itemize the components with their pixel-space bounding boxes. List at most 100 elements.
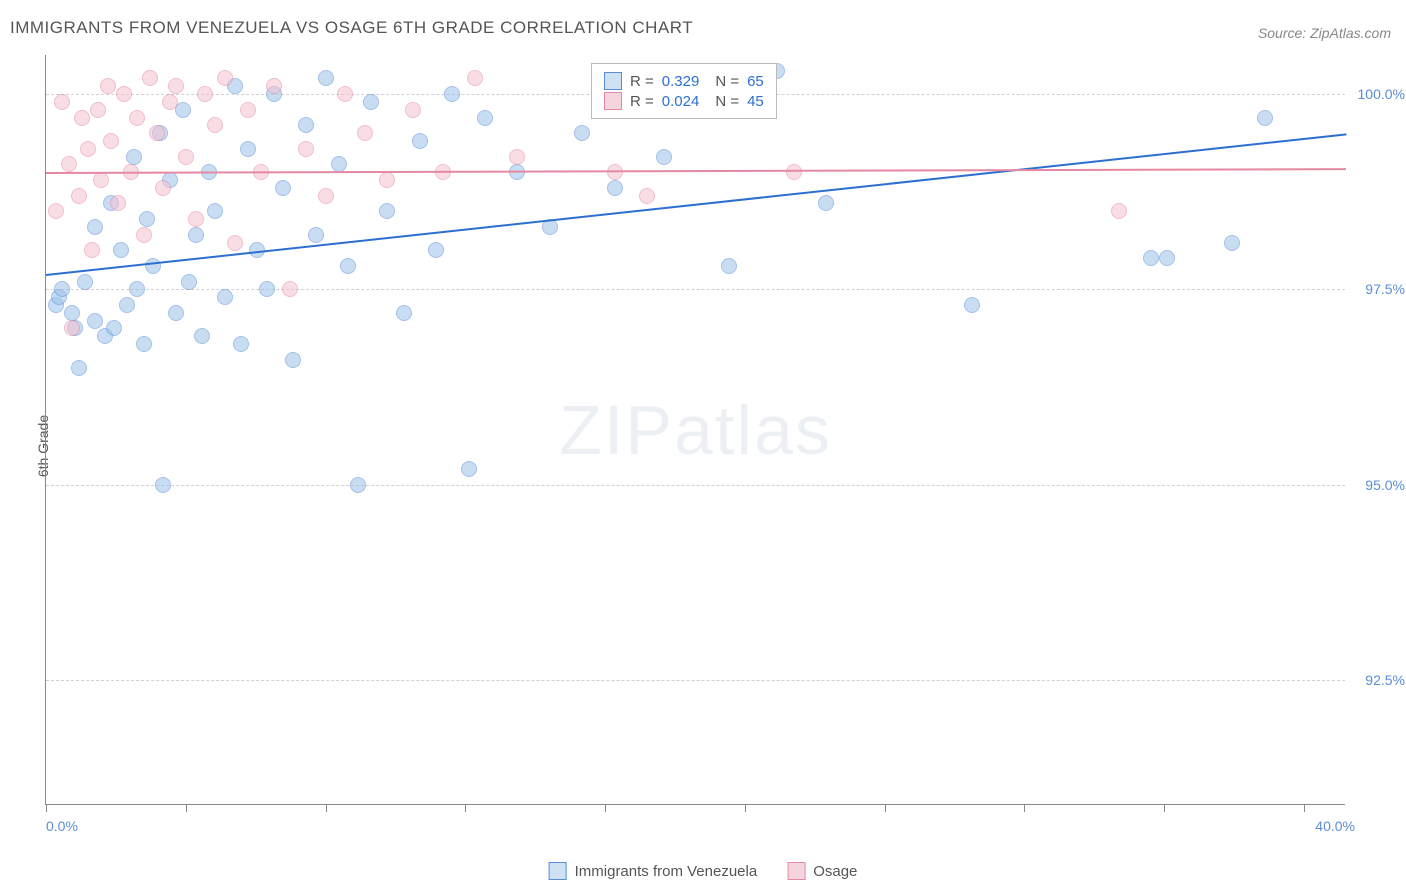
data-point-blue [87,313,103,329]
data-point-pink [379,172,395,188]
x-tick [605,804,606,812]
data-point-blue [181,274,197,290]
data-point-blue [331,156,347,172]
x-tick [885,804,886,812]
bottom-legend-item: Osage [787,862,857,880]
data-point-blue [77,274,93,290]
data-point-pink [168,78,184,94]
data-point-blue [54,281,70,297]
data-point-pink [100,78,116,94]
data-point-blue [818,195,834,211]
data-point-pink [227,235,243,251]
data-point-blue [1143,250,1159,266]
x-tick [1164,804,1165,812]
x-tick-label-left: 0.0% [46,818,78,834]
data-point-blue [964,297,980,313]
trendline-pink [46,168,1346,174]
data-point-blue [139,211,155,227]
data-point-pink [318,188,334,204]
data-point-blue [574,125,590,141]
data-point-blue [87,219,103,235]
chart-title: IMMIGRANTS FROM VENEZUELA VS OSAGE 6TH G… [10,18,693,38]
legend-stats-row: R =0.329N =65 [604,72,764,90]
x-tick [1304,804,1305,812]
y-tick-label: 92.5% [1350,672,1405,688]
data-point-pink [197,86,213,102]
gridline-h [46,289,1345,290]
data-point-blue [1257,110,1273,126]
data-point-blue [363,94,379,110]
data-point-pink [337,86,353,102]
data-point-blue [259,281,275,297]
data-point-pink [71,188,87,204]
data-point-pink [90,102,106,118]
data-point-pink [54,94,70,110]
bottom-legend-label: Immigrants from Venezuela [575,863,758,880]
data-point-blue [350,477,366,493]
x-tick [1024,804,1025,812]
legend-swatch-blue [604,72,622,90]
data-point-blue [340,258,356,274]
data-point-blue [308,227,324,243]
data-point-blue [194,328,210,344]
data-point-pink [142,70,158,86]
y-tick-label: 95.0% [1350,477,1405,493]
data-point-blue [71,360,87,376]
data-point-pink [188,211,204,227]
legend-n-label: N = [715,73,739,90]
data-point-blue [285,352,301,368]
data-point-blue [607,180,623,196]
watermark-zip: ZIP [559,391,674,469]
bottom-legend: Immigrants from Venezuela Osage [549,862,858,880]
data-point-blue [145,258,161,274]
data-point-pink [129,110,145,126]
data-point-blue [129,281,145,297]
data-point-pink [61,156,77,172]
data-point-blue [119,297,135,313]
legend-r-label: R = [630,73,654,90]
data-point-blue [106,320,122,336]
data-point-blue [318,70,334,86]
gridline-h [46,485,1345,486]
data-point-blue [188,227,204,243]
legend-r-value: 0.329 [662,73,700,90]
watermark-atlas: atlas [674,391,832,469]
source-attribution: Source: ZipAtlas.com [1258,25,1391,41]
data-point-blue [275,180,291,196]
data-point-pink [639,188,655,204]
x-tick [465,804,466,812]
data-point-pink [64,320,80,336]
data-point-pink [405,102,421,118]
plot-area: ZIPatlas 92.5%95.0%97.5%100.0%0.0%40.0%R… [45,55,1345,805]
bottom-legend-item: Immigrants from Venezuela [549,862,758,880]
data-point-pink [1111,203,1127,219]
legend-n-label: N = [715,93,739,110]
data-point-blue [477,110,493,126]
data-point-pink [74,110,90,126]
data-point-pink [149,125,165,141]
data-point-blue [1224,235,1240,251]
data-point-blue [656,149,672,165]
legend-swatch-blue [549,862,567,880]
data-point-pink [136,227,152,243]
data-point-pink [298,141,314,157]
gridline-h [46,680,1345,681]
data-point-blue [396,305,412,321]
watermark: ZIPatlas [559,390,832,470]
y-tick-label: 100.0% [1350,86,1405,102]
legend-swatch-pink [604,92,622,110]
x-tick-label-right: 40.0% [1315,818,1355,834]
data-point-pink [282,281,298,297]
data-point-pink [80,141,96,157]
data-point-pink [509,149,525,165]
legend-n-value: 45 [747,93,764,110]
data-point-pink [240,102,256,118]
data-point-blue [64,305,80,321]
data-point-pink [207,117,223,133]
data-point-pink [84,242,100,258]
data-point-blue [379,203,395,219]
data-point-pink [155,180,171,196]
data-point-blue [461,461,477,477]
data-point-pink [116,86,132,102]
data-point-blue [168,305,184,321]
